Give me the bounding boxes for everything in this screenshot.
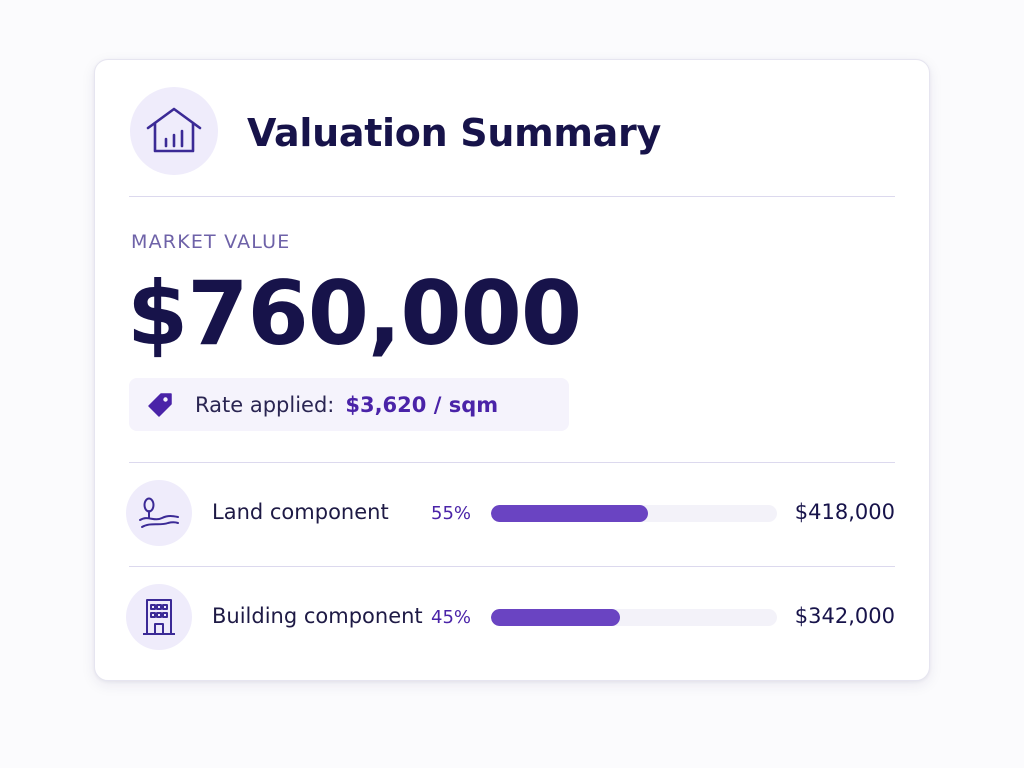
section-divider [129,462,895,463]
component-percent: 45% [431,607,472,628]
header-divider [129,196,895,197]
market-value-amount: $760,000 [127,262,582,365]
rate-applied-label: Rate applied: [195,392,335,417]
building-component-row: Building component 45% $342,000 [125,584,895,650]
component-amount: $342,000 [794,604,895,628]
house-chart-icon [130,87,218,175]
component-label: Building component [212,604,423,628]
market-value-label: MARKET VALUE [131,231,291,253]
component-share-bar [491,505,777,522]
component-label: Land component [212,500,389,524]
component-amount: $418,000 [794,500,895,524]
row-divider [129,566,895,567]
component-percent: 55% [431,503,472,524]
valuation-summary-card: Valuation Summary MARKET VALUE $760,000 … [94,59,930,681]
component-share-bar [491,609,777,626]
page-title: Valuation Summary [247,111,661,155]
price-tag-icon [147,392,173,418]
building-icon [126,584,192,650]
land-component-row: Land component 55% $418,000 [125,480,895,546]
land-tree-icon [126,480,192,546]
rate-applied-value: $3,620 / sqm [345,392,499,417]
component-share-fill [491,505,649,522]
component-share-fill [491,609,620,626]
rate-applied-badge: Rate applied: $3,620 / sqm [129,378,569,431]
